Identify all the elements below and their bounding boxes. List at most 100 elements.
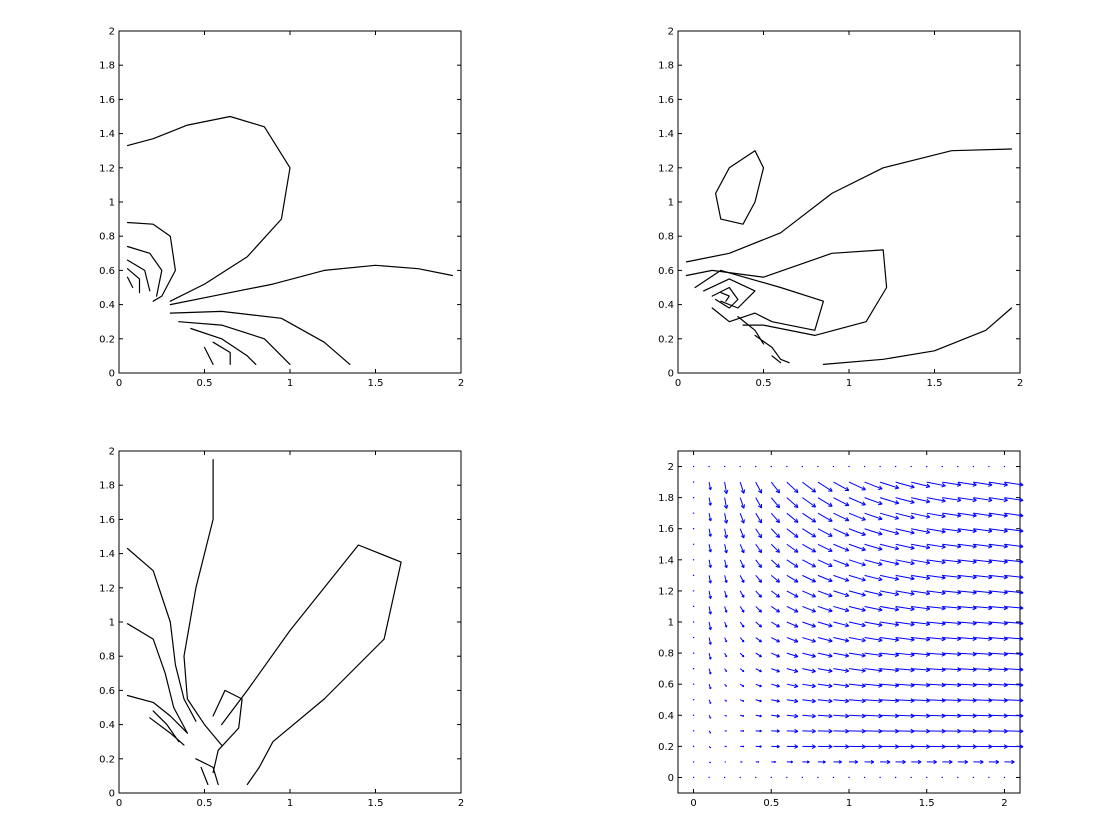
vector-arrow (708, 497, 712, 506)
vector-arrowhead (957, 746, 962, 749)
vector-arrowhead (956, 484, 962, 487)
vector-arrow (926, 574, 946, 579)
vector-arrow (926, 637, 946, 640)
vector-arrow (1004, 481, 1024, 486)
vector-arrow (911, 637, 930, 641)
vector-arrow (973, 605, 993, 609)
vector-arrowhead (941, 654, 946, 657)
vector-arrow (864, 559, 883, 566)
vector-arrow (848, 512, 866, 521)
vector-arrowhead (972, 623, 977, 626)
vector-dot (739, 776, 741, 779)
vector-arrow (911, 481, 930, 488)
vector-arrowhead (894, 563, 899, 566)
vector-arrow (973, 637, 993, 640)
vector-arrow (817, 481, 833, 492)
vector-arrowhead (1019, 651, 1024, 655)
vector-arrowhead (828, 730, 833, 734)
vector-arrow (864, 621, 883, 626)
panel-1: 0 0.5 1 1.5 2 0 0.2 0.4 0.6 0.8 1 1.2 1.4 1.6 1.8 2 (99, 27, 464, 390)
vector-arrow (724, 544, 728, 554)
vector-dot (786, 776, 788, 779)
vector-arrow (848, 683, 866, 687)
vector-arrowhead (829, 502, 833, 507)
vector-arrowhead (740, 520, 745, 524)
vector-arrow (817, 528, 833, 537)
vector-dot (692, 761, 695, 763)
vector-arrowhead (743, 504, 746, 509)
vector-arrow (879, 497, 899, 504)
vector-arrowhead (941, 608, 946, 611)
vector-dot (894, 776, 897, 779)
vector-arrowhead (795, 518, 799, 523)
vector-arrowhead (846, 532, 850, 536)
vector-arrowhead (844, 685, 850, 689)
vector-arrowhead (926, 575, 931, 579)
vector-arrowhead (813, 488, 817, 493)
vector-arrow (770, 590, 780, 598)
vector-arrow (880, 714, 899, 717)
vector-arrowhead (742, 684, 745, 687)
vector-arrow (817, 621, 833, 627)
vector-arrowhead (723, 490, 727, 495)
vector-arrowhead (811, 656, 816, 658)
vector-arrowhead (1019, 728, 1024, 732)
vector-arrow (755, 512, 762, 524)
vector-arrowhead (861, 713, 866, 717)
vector-arrow (973, 652, 993, 655)
vector-arrow (879, 528, 899, 535)
vector-arrowhead (878, 639, 883, 643)
vector-arrow (802, 605, 816, 613)
vector-arrowhead (829, 517, 833, 522)
vector-arrow (895, 590, 915, 595)
vector-arrowhead (878, 591, 883, 596)
vector-arrow (1004, 559, 1024, 563)
contour-line (685, 249, 888, 336)
vector-arrowhead (957, 715, 962, 719)
vector-arrowhead (1003, 715, 1008, 719)
vector-dot (848, 776, 850, 779)
vector-arrowhead (895, 637, 900, 641)
vector-arrowhead (777, 653, 780, 658)
vector-arrowhead (878, 607, 883, 611)
vector-arrowhead (878, 746, 883, 749)
vector-arrow (848, 481, 866, 491)
x-tick-label: 1 (287, 378, 293, 389)
vector-arrowhead (710, 657, 712, 660)
vector-dot (957, 465, 959, 468)
vector-arrowhead (794, 653, 799, 658)
vector-arrowhead (795, 563, 799, 568)
vector-arrow (1004, 574, 1024, 578)
vector-arrow (1004, 699, 1024, 702)
vector-arrowhead (1019, 623, 1024, 626)
vector-arrow (786, 512, 799, 523)
vector-arrow (833, 512, 850, 522)
vector-arrowhead (1019, 499, 1024, 503)
vector-arrow (833, 574, 850, 582)
y-tick-label: 1 (109, 618, 115, 629)
vector-arrowhead (910, 547, 915, 550)
vector-arrowhead (775, 581, 780, 583)
vector-arrowhead (777, 593, 781, 598)
vector-arrowhead (878, 655, 883, 658)
vector-arrowhead (861, 715, 866, 719)
vector-arrowhead (1019, 497, 1024, 501)
vector-arrowhead (794, 746, 799, 749)
x-tick-label: 0 (690, 798, 696, 809)
vector-arrowhead (829, 592, 833, 597)
vector-arrow (973, 621, 993, 625)
vector-arrowhead (1019, 561, 1024, 564)
vector-arrowhead (878, 715, 883, 719)
vector-arrowhead (862, 637, 866, 642)
vector-arrowhead (845, 547, 850, 551)
vector-arrowhead (972, 607, 977, 611)
vector-arrow (864, 543, 883, 550)
vector-arrowhead (775, 505, 780, 509)
vector-dot (692, 481, 695, 483)
vector-arrow (755, 606, 762, 613)
y-tick-label: 1.8 (658, 493, 674, 504)
vector-arrow (848, 590, 866, 596)
vector-arrow (911, 652, 930, 656)
vector-arrow (755, 559, 762, 568)
y-tick-label: 1.6 (99, 515, 115, 526)
